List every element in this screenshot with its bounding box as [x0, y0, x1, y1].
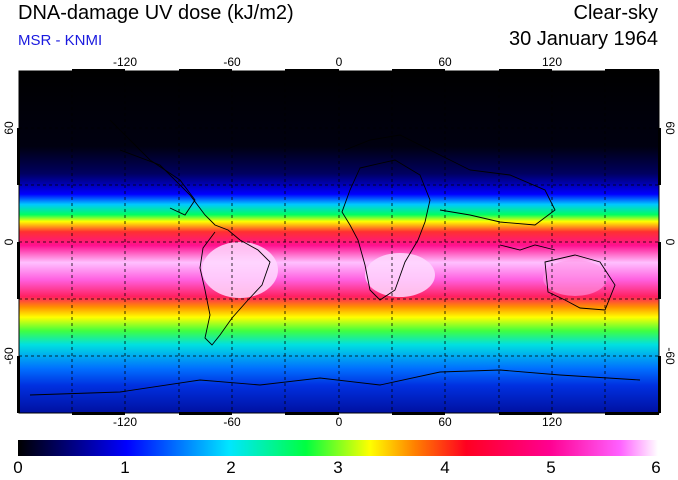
lon-tick-top: 120: [542, 55, 562, 69]
lat-tick-right: -60: [663, 347, 677, 365]
lon-tick-bottom: 0: [336, 415, 343, 429]
lon-tick-top: -120: [113, 55, 137, 69]
colorbar-label: 2: [226, 458, 236, 477]
colorbar: [18, 440, 658, 456]
colorbar-label: 6: [651, 458, 661, 477]
lon-tick-top: 0: [336, 55, 343, 69]
lon-tick-bottom: 120: [542, 415, 562, 429]
lon-tick-bottom: -60: [223, 415, 241, 429]
colorbar-label: 1: [120, 458, 130, 477]
colorbar-label: 3: [333, 458, 343, 477]
lon-tick-bottom: -120: [113, 415, 137, 429]
lat-tick-right: 60: [663, 121, 677, 135]
lon-tick-top: -60: [223, 55, 241, 69]
colorbar-label: 4: [440, 458, 450, 477]
lon-tick-top: 60: [438, 55, 452, 69]
colorbar-label: 5: [546, 458, 556, 477]
lat-tick-left: 0: [2, 238, 16, 245]
frame-ticks: [17, 69, 661, 415]
source-label: MSR - KNMI: [18, 32, 103, 49]
coastlines: [29, 119, 641, 396]
colorbar-label: 0: [13, 458, 23, 477]
date-label: 30 January 1964: [508, 28, 658, 50]
chart-title: DNA-damage UV dose (kJ/m2): [18, 2, 294, 24]
lat-tick-right: 0: [663, 239, 677, 246]
lon-tick-bottom: 60: [438, 415, 452, 429]
australia-hotspot: [543, 260, 607, 296]
lat-tick-left: -60: [2, 347, 16, 365]
south-america-hotspot: [202, 242, 278, 298]
graticule: [19, 71, 659, 413]
lat-tick-left: 60: [2, 121, 16, 135]
sky-condition-label: Clear-sky: [573, 2, 658, 24]
